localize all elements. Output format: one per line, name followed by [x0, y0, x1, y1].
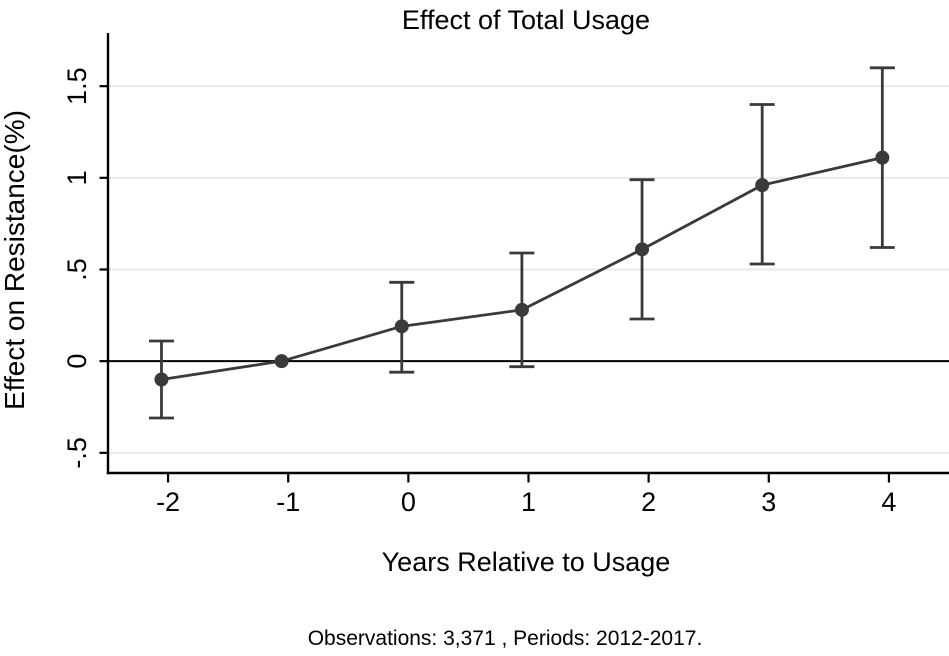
- data-point-marker: [635, 242, 650, 257]
- x-tick-label: -2: [156, 487, 180, 517]
- x-axis-title: Years Relative to Usage: [382, 547, 671, 577]
- tick-layer: [99, 85, 891, 483]
- x-tick-label: 1: [521, 487, 536, 517]
- y-tick-label: .5: [62, 258, 92, 281]
- data-point-marker: [514, 302, 529, 317]
- figure-note: Observations: 3,371 , Periods: 2012-2017…: [308, 627, 703, 650]
- y-tick-label: 1: [62, 170, 92, 185]
- data-point-marker: [274, 354, 289, 369]
- x-tick-label: 2: [641, 487, 656, 517]
- data-point-marker: [154, 372, 169, 387]
- x-tick-label: 3: [761, 487, 776, 517]
- data-point-marker: [755, 178, 770, 193]
- data-point-marker: [875, 150, 890, 165]
- y-tick-label: 1.5: [62, 67, 92, 105]
- y-axis-title: Effect on Resistance(%): [0, 110, 30, 410]
- x-tick-label: 4: [881, 487, 896, 517]
- chart-title: Effect of Total Usage: [402, 5, 650, 35]
- tick-label-layer: -.5 0 .5 1 1.5 -2 -1 0 1 2 3 4: [62, 67, 896, 517]
- gridline-layer: [108, 85, 949, 454]
- data-point-marker: [394, 319, 409, 334]
- x-tick-label: -1: [276, 487, 300, 517]
- marker-layer: [154, 150, 890, 387]
- y-tick-label: 0: [62, 354, 92, 369]
- x-tick-label: 0: [401, 487, 416, 517]
- y-tick-label: -.5: [62, 437, 92, 469]
